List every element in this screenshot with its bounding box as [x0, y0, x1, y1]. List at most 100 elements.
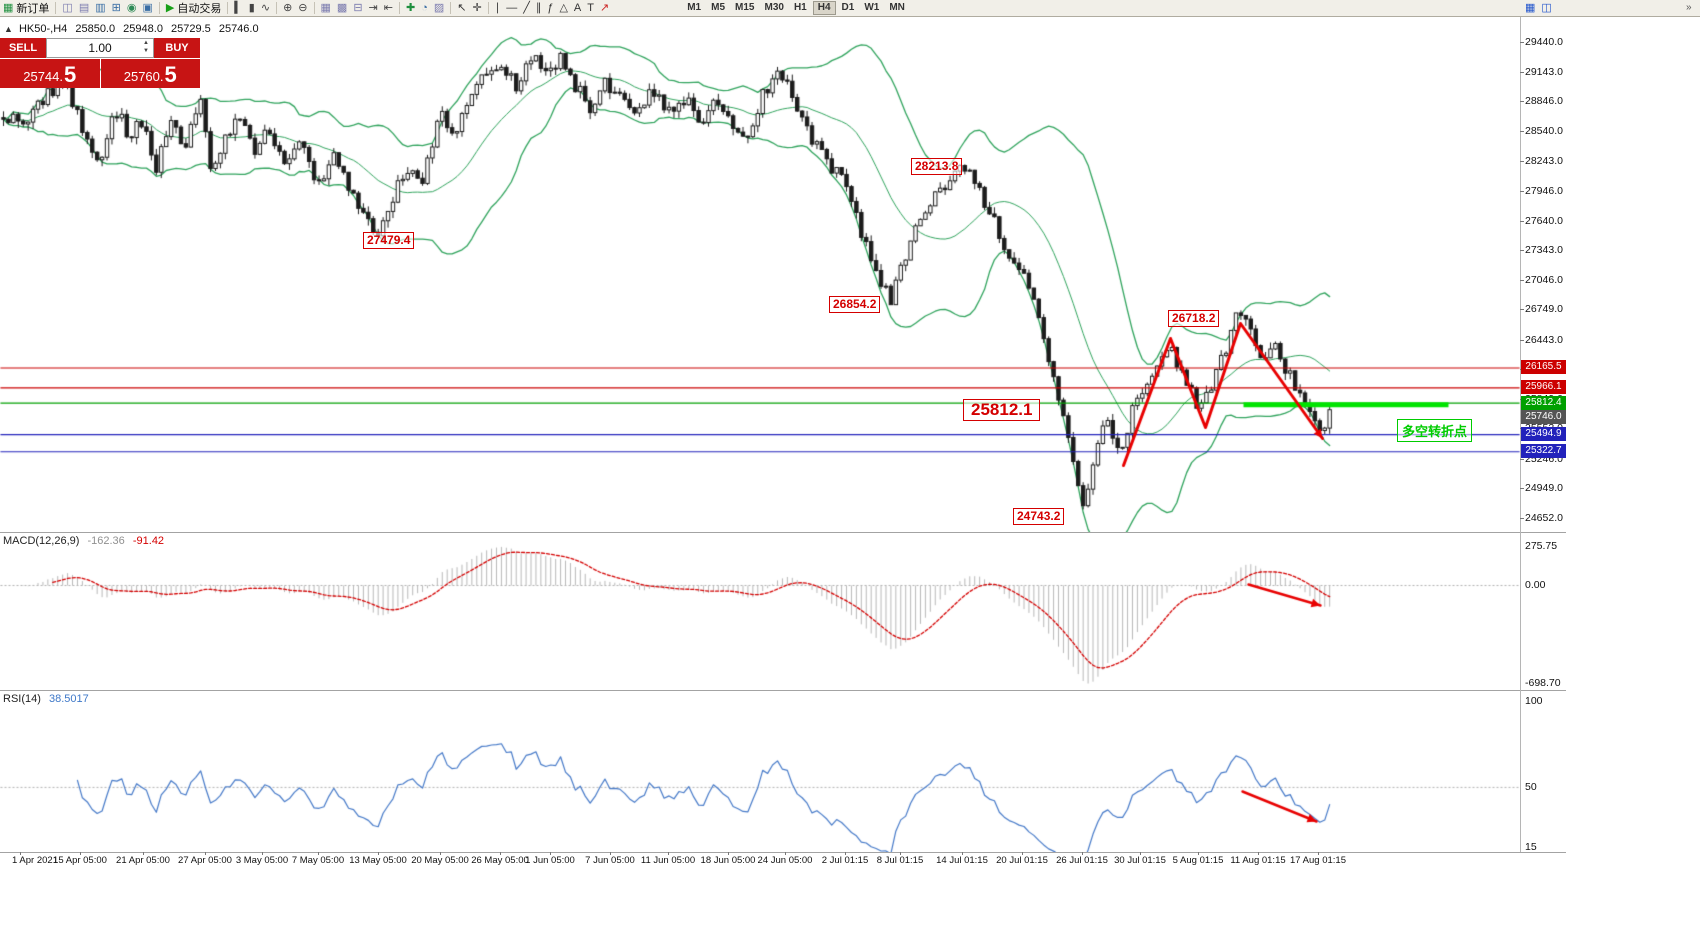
toolbar-tile-windows-icon[interactable]: ▦	[318, 1, 334, 16]
macd-indicator-canvas[interactable]	[0, 533, 1520, 690]
main-chart-canvas[interactable]	[0, 17, 1520, 532]
toolbar-channel-icon[interactable]: ∥	[533, 1, 545, 16]
chart-list-icon: ◫	[1541, 1, 1552, 14]
timeframe-button-H1[interactable]: H1	[793, 2, 807, 13]
macd-value: -162.36	[87, 535, 125, 547]
time-axis-label: 20 Jul 01:15	[996, 855, 1048, 866]
toolbar-new-chart-icon[interactable]: ▦	[1522, 1, 1538, 16]
price-axis-label: 27946.0	[1525, 184, 1563, 197]
turn-point-label[interactable]: 多空转折点	[1397, 419, 1473, 442]
time-axis-tick	[1258, 852, 1259, 855]
toolbar-cursor-icon[interactable]: ↖	[454, 1, 469, 16]
timeframe-button-M5[interactable]: M5	[711, 2, 726, 13]
toolbar-chart-list-icon[interactable]: ◫	[1538, 1, 1554, 16]
toolbar-arrows-icon[interactable]: ↗	[597, 1, 612, 16]
macd-panel-separator[interactable]	[0, 532, 1566, 533]
toolbar-overflow-icon[interactable]: »	[1686, 2, 1692, 13]
price-annotation[interactable]: 24743.2	[1013, 508, 1065, 525]
timeframe-button-D1[interactable]: D1	[841, 2, 855, 13]
toolbar-cascade-windows-icon[interactable]: ▩	[334, 1, 350, 16]
new-chart-icon: ▦	[1525, 1, 1536, 14]
zoom-out-icon: ⊖	[298, 1, 308, 14]
rsi-indicator-canvas[interactable]	[0, 691, 1520, 852]
toolbar-market-watch-icon[interactable]: ▥	[92, 1, 108, 16]
time-axis-tick	[1318, 852, 1319, 855]
periods-icon: ◔	[421, 1, 428, 14]
price-annotation[interactable]: 26854.2	[829, 296, 881, 313]
buy-price-big-digit: 5	[164, 62, 177, 87]
time-axis-tick	[785, 852, 786, 855]
toolbar-fibonacci-icon[interactable]: ƒ	[544, 1, 556, 16]
timeframe-button-H4[interactable]: H4	[812, 1, 836, 15]
volume-input[interactable]: 1.00 ▲ ▼	[46, 38, 154, 58]
time-axis-tick	[143, 852, 144, 855]
zoom-in-icon: ⊕	[283, 1, 293, 14]
toolbar-indicators-icon[interactable]: ✚	[403, 1, 418, 16]
toolbar-candlestick-icon[interactable]: ▮	[246, 1, 258, 16]
volume-spinner[interactable]: ▲ ▼	[141, 39, 151, 57]
toolbar-chart-window-icon[interactable]: ◫	[59, 1, 75, 16]
price-axis-tick	[1520, 339, 1524, 341]
toolbar-chart-shift-icon[interactable]: ⇤	[381, 1, 396, 16]
time-axis-label: 13 May 05:00	[349, 855, 407, 866]
toolbar-templates-icon[interactable]: ▨	[431, 1, 447, 16]
time-axis-label: 7 May 05:00	[291, 855, 345, 866]
toolbar-vertical-line-icon[interactable]: ∣	[492, 1, 504, 16]
trade-panel-toggle[interactable]: ▲	[4, 24, 13, 34]
navigator-icon: ◉	[126, 1, 137, 14]
timeframe-button-MN[interactable]: MN	[889, 2, 905, 13]
volume-down-arrow[interactable]: ▼	[143, 48, 149, 54]
toolbar-autotrading-button[interactable]: ▶ 自动交易	[163, 1, 224, 16]
timeframe-button-M30[interactable]: M30	[764, 2, 784, 13]
time-axis-tick	[20, 852, 21, 855]
time-axis-tick	[378, 852, 379, 855]
volume-value: 1.00	[88, 41, 112, 55]
toolbar-arrange-icon[interactable]: ⊟	[350, 1, 365, 16]
toolbar-trendline-icon[interactable]: ╱	[520, 1, 533, 16]
toolbar-bar-chart-icon[interactable]: ▍	[231, 1, 245, 16]
time-axis-tick	[610, 852, 611, 855]
price-axis-label: 28540.0	[1525, 125, 1563, 138]
price-annotation[interactable]: 28213.8	[911, 158, 963, 175]
toolbar-label-icon[interactable]: T	[584, 1, 597, 16]
buy-price-value: 25760.	[123, 69, 164, 84]
toolbar-zoom-in-icon[interactable]: ⊕	[280, 1, 295, 16]
toolbar-shapes-icon[interactable]: △	[556, 1, 570, 16]
rsi-panel-separator[interactable]	[0, 690, 1566, 691]
toolbar-crosshair-icon[interactable]: ✛	[469, 1, 484, 16]
toolbar-data-window-icon[interactable]: ⊞	[109, 1, 124, 16]
price-annotation[interactable]: 27479.4	[363, 232, 415, 249]
volume-up-arrow[interactable]: ▲	[143, 40, 149, 46]
timeframe-button-M15[interactable]: M15	[735, 2, 755, 13]
toolbar-auto-scroll-icon[interactable]: ⇥	[366, 1, 381, 16]
time-axis-label: 8 Jul 01:15	[876, 855, 924, 866]
time-axis-tick	[900, 852, 901, 855]
toolbar-new-order-button[interactable]: ▦ 新订单	[0, 1, 52, 16]
timeframe-button-M1[interactable]: M1	[687, 2, 702, 13]
toolbar-zoom-out-icon[interactable]: ⊖	[295, 1, 310, 16]
one-click-trading-panel: SELL 1.00 ▲ ▼ BUY 25744. 5 25760. 5	[0, 38, 200, 88]
toolbar-horizontal-line-icon[interactable]: ―	[503, 1, 520, 16]
price-annotation[interactable]: 25812.1	[963, 399, 1041, 421]
price-axis-tick	[1520, 131, 1524, 133]
terminal-icon: ▣	[142, 1, 153, 14]
timeframe-button-W1[interactable]: W1	[864, 2, 880, 13]
time-axis-tick	[440, 852, 441, 855]
toolbar-text-icon[interactable]: A	[571, 1, 584, 16]
buy-price-button[interactable]: 25760. 5	[100, 59, 200, 88]
buy-button[interactable]: BUY	[154, 38, 200, 58]
toolbar-periods-icon[interactable]: ◔	[418, 1, 431, 16]
toolbar-profiles-icon[interactable]: ▤	[76, 1, 92, 16]
time-axis-label: 21 Apr 05:00	[116, 855, 170, 866]
sell-button[interactable]: SELL	[0, 38, 46, 58]
toolbar-line-chart-icon[interactable]: ∿	[258, 1, 273, 16]
price-axis-label: 26749.0	[1525, 303, 1563, 316]
price-annotation[interactable]: 26718.2	[1168, 310, 1220, 327]
price-axis-tick	[1520, 190, 1524, 192]
toolbar-terminal-icon[interactable]: ▣	[139, 1, 155, 16]
rsi-value: 38.5017	[48, 693, 89, 705]
sell-price-button[interactable]: 25744. 5	[0, 59, 100, 88]
time-axis-label: 24 Jun 05:00	[757, 855, 813, 866]
toolbar-navigator-icon[interactable]: ◉	[124, 1, 140, 16]
toolbar-separator	[450, 2, 452, 14]
